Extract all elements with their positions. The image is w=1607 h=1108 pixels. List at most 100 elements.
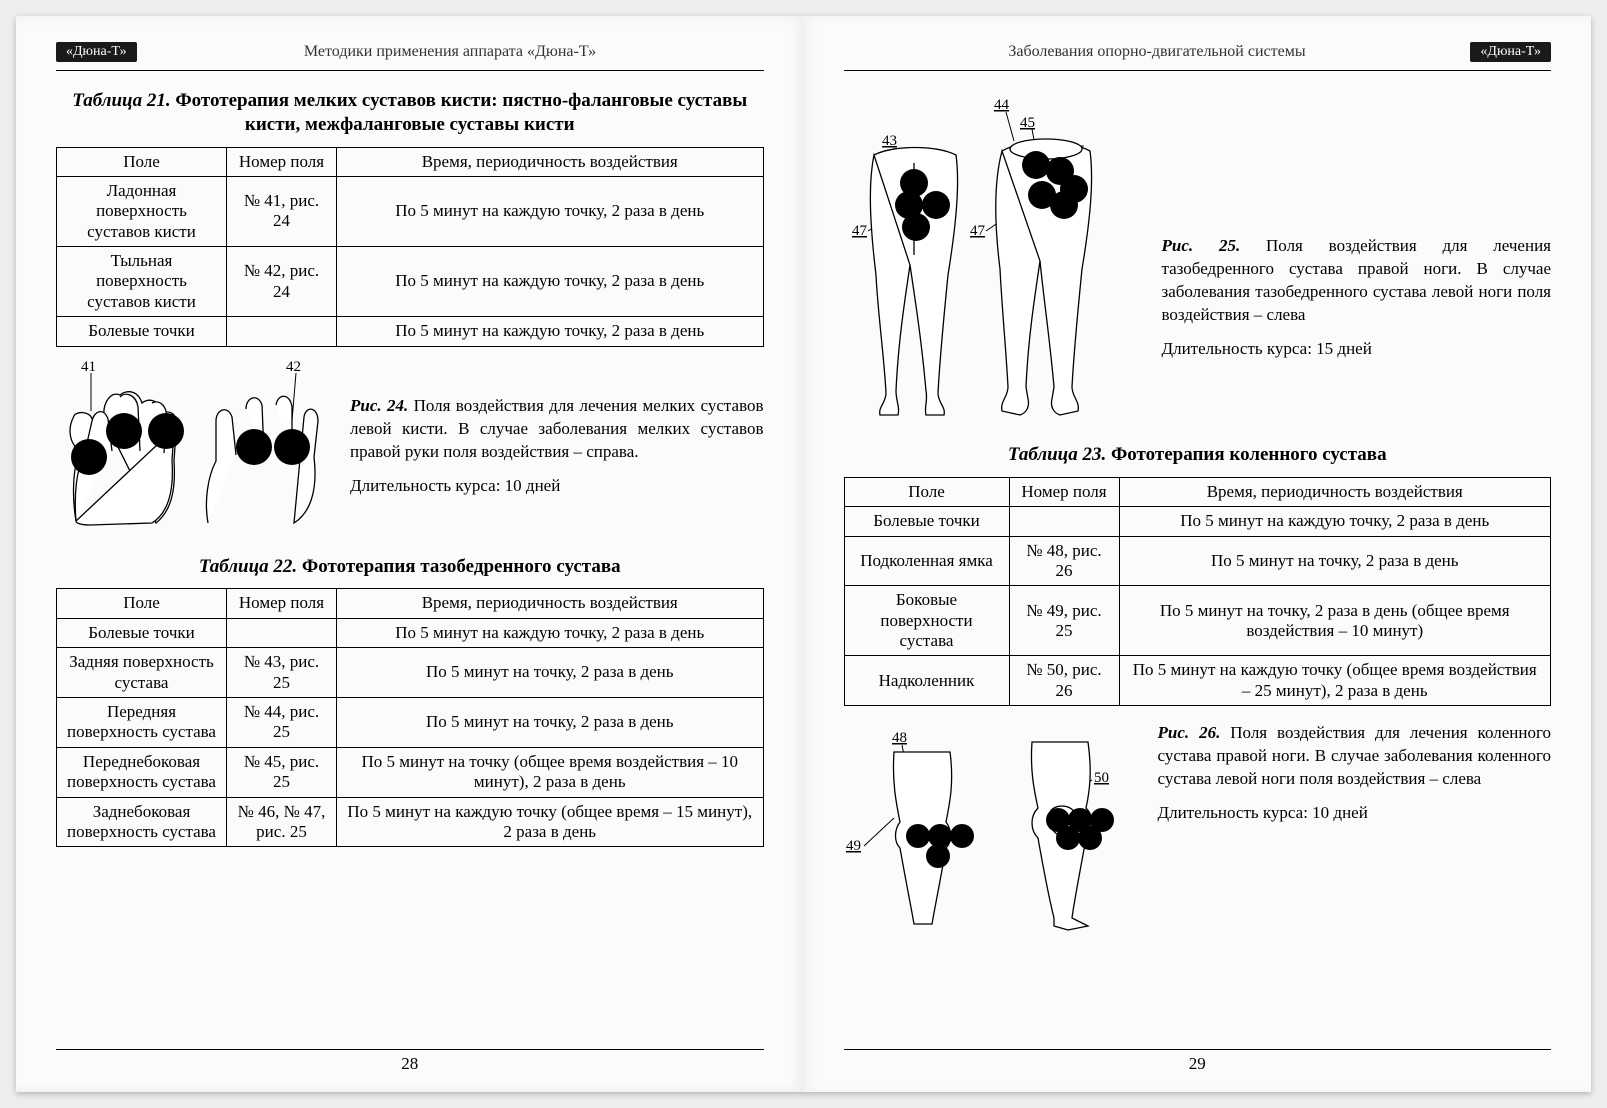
table22-label: Таблица 22.	[199, 556, 297, 577]
treatment-point	[950, 824, 974, 848]
fig25-course: Длительность курса: 15 дней	[1162, 339, 1552, 359]
table-cell: № 49, рис. 25	[1009, 586, 1119, 656]
table-row: Тыльная поверхность суставов кисти№ 42, …	[57, 247, 764, 317]
page-number-left: 28	[401, 1054, 418, 1073]
svg-text:49: 49	[846, 838, 861, 854]
treatment-point	[1056, 826, 1080, 850]
fig26-caption: Рис. 26. Поля воздействия для лечения ко…	[1158, 722, 1552, 791]
table21-name: Фототерапия мелких суставов кисти: пястн…	[175, 90, 747, 135]
table22: ПолеНомер поляВремя, периодичность возде…	[56, 588, 764, 847]
fig26-caption-block: Рис. 26. Поля воздействия для лечения ко…	[1158, 722, 1552, 823]
fig25-block: 43 46 47 44 45 45 47	[844, 85, 1552, 435]
svg-text:50: 50	[1094, 770, 1109, 786]
table-header: Номер поля	[227, 147, 337, 176]
book-spread: «Дюна-Т» Методики применения аппарата «Д…	[16, 16, 1591, 1092]
svg-text:43: 43	[882, 133, 897, 149]
table-cell: Тыльная поверхность суставов кисти	[57, 247, 227, 317]
svg-text:47: 47	[970, 223, 986, 239]
header-rule-right	[844, 70, 1552, 71]
table-cell	[1009, 507, 1119, 536]
table23-label: Таблица 23.	[1008, 444, 1106, 465]
treatment-point	[906, 824, 930, 848]
table-row: Боковые поверхности сустава№ 49, рис. 25…	[844, 586, 1551, 656]
table-row: Задняя поверхность сустава№ 43, рис. 25П…	[57, 648, 764, 698]
table-cell: Болевые точки	[844, 507, 1009, 536]
treatment-point	[922, 191, 950, 219]
table-cell: По 5 минут на каждую точку, 2 раза в ден…	[1119, 507, 1551, 536]
treatment-point	[274, 429, 310, 465]
table22-name: Фототерапия тазобедренного сустава	[302, 556, 621, 577]
table-header: Время, периодичность воздействия	[337, 589, 764, 618]
table23-title: Таблица 23. Фототерапия коленного сустав…	[844, 443, 1552, 467]
table-cell: № 41, рис. 24	[227, 176, 337, 246]
table-cell: Задняя поверхность сустава	[57, 648, 227, 698]
fig24-caption: Рис. 24. Поля воздействия для лечения ме…	[350, 395, 764, 464]
table-header: Номер поля	[1009, 477, 1119, 506]
page-footer-left: 28	[56, 1049, 764, 1074]
table-cell: № 42, рис. 24	[227, 247, 337, 317]
table-cell: № 46, № 47, рис. 25	[227, 797, 337, 847]
table-cell: № 50, рис. 26	[1009, 656, 1119, 706]
treatment-point	[71, 439, 107, 475]
table-cell: По 5 минут на точку, 2 раза в день	[1119, 536, 1551, 586]
header-rule	[56, 70, 764, 71]
table-cell: № 48, рис. 26	[1009, 536, 1119, 586]
table-cell: По 5 минут на точку, 2 раза в день (обще…	[1119, 586, 1551, 656]
running-head-right: Заболевания опорно-двигательной системы …	[844, 42, 1552, 62]
table-cell: Заднебоковая поверхность сустава	[57, 797, 227, 847]
fig24-diagram: 41 42	[56, 361, 336, 531]
table-row: Болевые точкиПо 5 минут на каждую точку,…	[57, 618, 764, 647]
table21-label: Таблица 21.	[72, 90, 170, 111]
table-cell: По 5 минут на каждую точку (общее время …	[337, 797, 764, 847]
brand-badge: «Дюна-Т»	[56, 42, 137, 62]
svg-text:45: 45	[1020, 115, 1035, 131]
fig25-label: Рис. 25.	[1162, 236, 1241, 255]
table-cell: Подколенная ямка	[844, 536, 1009, 586]
fig26-diagram: 48 49 50	[844, 722, 1144, 932]
table-cell: Болевые точки	[57, 317, 227, 346]
table-cell: Передняя поверхность сустава	[57, 697, 227, 747]
table-header: Поле	[844, 477, 1009, 506]
treatment-point	[1050, 191, 1078, 219]
table-cell: Боковые поверхности сустава	[844, 586, 1009, 656]
fig24-caption-text: Поля воздействия для лечения мелких суст…	[350, 396, 764, 461]
fig24-caption-block: Рис. 24. Поля воздействия для лечения ме…	[350, 395, 764, 496]
running-title-right: Заболевания опорно-двигательной системы	[844, 43, 1471, 61]
table-cell: По 5 минут на точку (общее время воздейс…	[337, 747, 764, 797]
table-cell: Надколенник	[844, 656, 1009, 706]
table-row: Подколенная ямка№ 48, рис. 26По 5 минут …	[844, 536, 1551, 586]
treatment-point	[236, 429, 272, 465]
table-cell: № 44, рис. 25	[227, 697, 337, 747]
fig26-course: Длительность курса: 10 дней	[1158, 803, 1552, 823]
table-row: Переднебоковая поверхность сустава№ 45, …	[57, 747, 764, 797]
table-header: Номер поля	[227, 589, 337, 618]
treatment-point	[106, 413, 142, 449]
table-row: Ладонная поверхность суставов кисти№ 41,…	[57, 176, 764, 246]
table-row: Надколенник№ 50, рис. 26По 5 минут на ка…	[844, 656, 1551, 706]
table-cell: По 5 минут на точку, 2 раза в день	[337, 648, 764, 698]
table-cell	[227, 618, 337, 647]
svg-text:41: 41	[81, 361, 96, 375]
fig26-label: Рис. 26.	[1158, 723, 1221, 742]
table-cell: № 45, рис. 25	[227, 747, 337, 797]
fig26-row: 48 49 50 Рис. 26. Поля воздействия для л…	[844, 722, 1552, 932]
fig24-row: 41 42 Рис. 24. Поля воздействия для лече	[56, 361, 764, 531]
page-number-right: 29	[1189, 1054, 1206, 1073]
table-row: Болевые точкиПо 5 минут на каждую точку,…	[57, 317, 764, 346]
table-row: Болевые точки По 5 минут на каждую точку,…	[844, 507, 1551, 536]
table-header: Время, периодичность воздействия	[1119, 477, 1551, 506]
table23-name: Фототерапия коленного сустава	[1111, 444, 1387, 465]
table-cell	[227, 317, 337, 346]
table-cell: По 5 минут на каждую точку, 2 раза в ден…	[337, 618, 764, 647]
table-header: Поле	[57, 147, 227, 176]
table-cell: По 5 минут на каждую точку (общее время …	[1119, 656, 1551, 706]
table21-title: Таблица 21. Фототерапия мелких суставов …	[56, 89, 764, 137]
svg-text:47: 47	[852, 223, 868, 239]
svg-text:42: 42	[286, 361, 301, 375]
table-cell: Переднебоковая поверхность сустава	[57, 747, 227, 797]
table-cell: № 43, рис. 25	[227, 648, 337, 698]
table-cell: Ладонная поверхность суставов кисти	[57, 176, 227, 246]
fig24-course: Длительность курса: 10 дней	[350, 476, 764, 496]
running-head-left: «Дюна-Т» Методики применения аппарата «Д…	[56, 42, 764, 62]
fig25-caption-block: Рис. 25. Поля воздействия для лечения та…	[1162, 85, 1552, 435]
